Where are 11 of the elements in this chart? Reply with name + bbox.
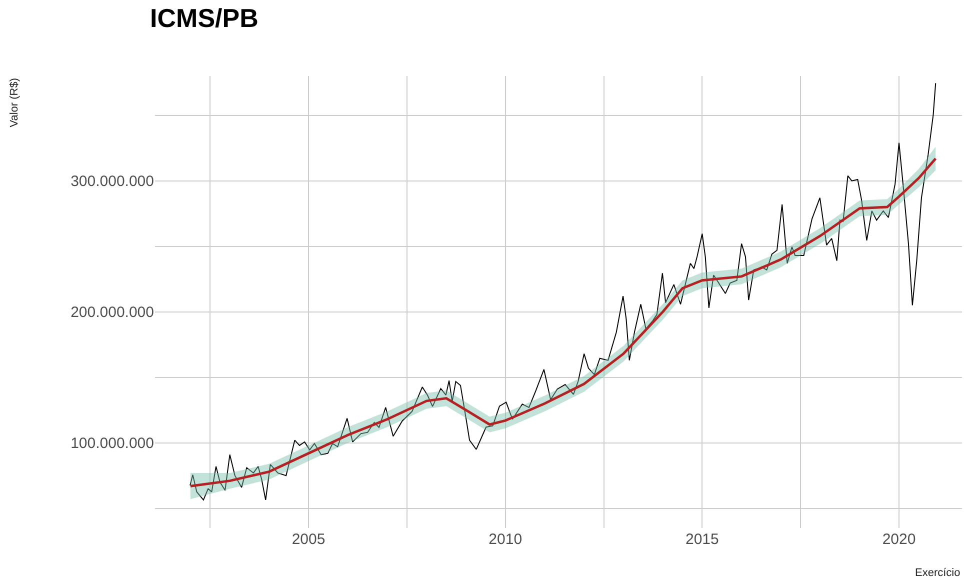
y-tick-label: 100.000.000 xyxy=(70,435,154,452)
y-tick-label: 200.000.000 xyxy=(70,304,154,322)
y-tick-label: 300.000.000 xyxy=(70,173,154,190)
x-tick-label: 2020 xyxy=(882,531,916,548)
x-tick-label: 2015 xyxy=(686,531,719,548)
y-axis-title: Valor (R$) xyxy=(8,78,20,128)
x-axis-title: Exercício xyxy=(915,567,960,579)
x-tick-label: 2005 xyxy=(292,531,326,548)
x-tick-label: 2010 xyxy=(488,531,522,548)
line-series xyxy=(190,82,936,500)
chart-title: ICMS/PB xyxy=(150,2,258,33)
